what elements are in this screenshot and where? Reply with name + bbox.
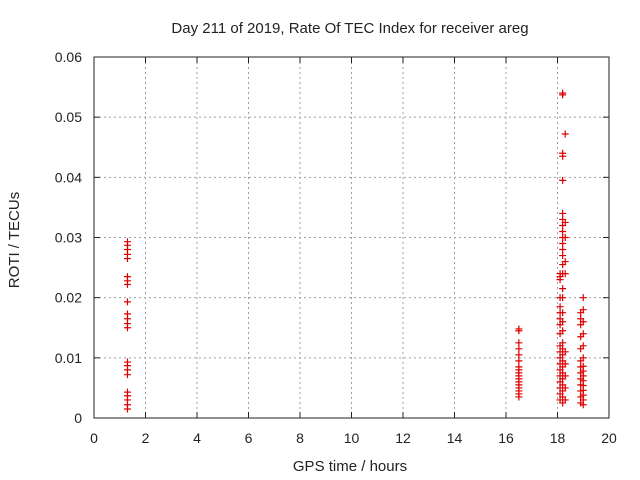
data-point <box>123 358 131 366</box>
data-point <box>515 351 523 359</box>
x-tick-label: 2 <box>142 430 150 446</box>
data-point <box>515 363 523 371</box>
y-axis-label: ROTI / TECUs <box>6 192 23 288</box>
data-point <box>559 176 567 184</box>
data-point <box>579 342 587 350</box>
x-tick-label: 6 <box>245 430 253 446</box>
x-tick-label: 16 <box>498 430 514 446</box>
data-point <box>579 362 587 370</box>
data-point <box>579 330 587 338</box>
data-point <box>123 273 131 281</box>
data-point <box>559 318 567 326</box>
y-tick-label: 0 <box>74 410 82 426</box>
data-points <box>123 89 587 413</box>
y-tick-label: 0.04 <box>55 169 82 185</box>
data-point <box>515 325 523 333</box>
x-tick-label: 14 <box>447 430 463 446</box>
data-point <box>579 306 587 314</box>
data-point <box>561 258 569 266</box>
y-tick-label: 0.05 <box>55 109 82 125</box>
data-point <box>556 303 564 311</box>
data-point <box>559 294 567 302</box>
data-point <box>559 309 567 317</box>
data-point <box>561 396 569 404</box>
data-point <box>579 294 587 302</box>
data-point <box>559 227 567 235</box>
data-point <box>559 89 567 97</box>
y-tick-label: 0.02 <box>55 290 82 306</box>
data-point <box>561 234 569 241</box>
data-point <box>515 339 523 347</box>
y-tick-label: 0.06 <box>55 49 82 65</box>
data-point <box>559 149 567 157</box>
x-axis-label: GPS time / hours <box>293 458 407 475</box>
x-tick-label: 10 <box>344 430 360 446</box>
data-point <box>559 246 567 254</box>
y-tick-label: 0.03 <box>55 230 82 246</box>
data-point <box>515 345 523 353</box>
data-point <box>561 270 569 278</box>
data-point <box>561 348 569 356</box>
data-point <box>561 372 569 380</box>
data-point <box>559 285 567 293</box>
data-point <box>123 298 131 306</box>
data-point <box>561 384 569 392</box>
data-point <box>559 339 567 347</box>
data-point <box>559 240 567 248</box>
x-axis-ticks: 0 2 4 6 8 10 12 14 16 18 20 <box>90 57 617 446</box>
chart-title: Day 211 of 2019, Rate Of TEC Index for r… <box>171 20 528 37</box>
x-tick-label: 8 <box>296 430 304 446</box>
x-tick-label: 0 <box>90 430 98 446</box>
x-tick-label: 20 <box>601 430 617 446</box>
data-point <box>559 327 567 335</box>
data-point <box>579 318 587 326</box>
data-point <box>515 357 523 365</box>
data-point <box>559 209 567 217</box>
data-point <box>579 354 587 362</box>
data-point <box>123 238 131 246</box>
grid-lines <box>94 57 609 418</box>
data-point <box>559 252 567 260</box>
data-point <box>561 130 569 138</box>
y-tick-label: 0.01 <box>55 350 82 366</box>
data-point <box>123 388 131 396</box>
data-point <box>561 360 569 368</box>
data-point <box>123 310 131 318</box>
data-point <box>561 218 569 226</box>
x-tick-label: 4 <box>193 430 201 446</box>
x-tick-label: 12 <box>395 430 411 446</box>
y-axis-ticks: 0 0.01 0.02 0.03 0.04 0.05 0.06 <box>55 49 609 426</box>
x-tick-label: 18 <box>550 430 566 446</box>
